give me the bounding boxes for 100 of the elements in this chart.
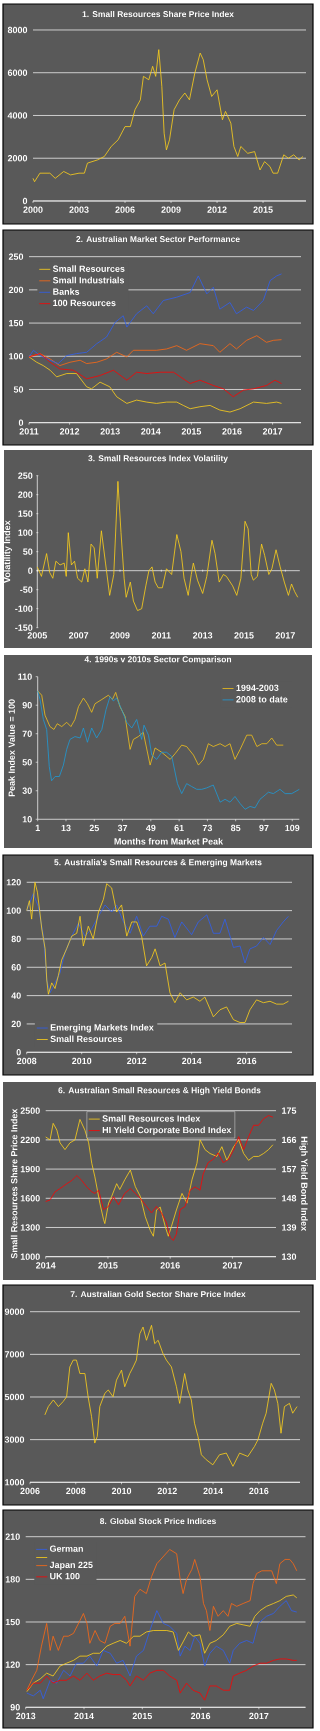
y-tick-label: 1000	[5, 1479, 25, 1486]
y-tick-label: 200	[18, 491, 33, 498]
line-series	[26, 1658, 298, 1701]
y-tick-label: 120	[5, 1661, 20, 1668]
y-tick-label: 250	[18, 472, 33, 479]
y-tick-label: 6000	[7, 69, 28, 76]
x-tick-label: 2014	[141, 428, 161, 435]
y-tick-label: 200	[8, 286, 24, 294]
x-tick-label: 2008	[66, 1487, 86, 1495]
x-tick-label: 2003	[69, 206, 89, 213]
x-tick-label: 2010	[111, 1487, 132, 1495]
y-tick-label: 80	[11, 935, 21, 943]
x-tick-label: 2016	[249, 1487, 269, 1495]
chart-title: 7. Australian Gold Sector Share Price Index	[70, 1290, 246, 1298]
y2-tick-label: 157	[282, 1165, 297, 1173]
x-tick-label: 2013	[193, 632, 213, 639]
x-tick-label: 25	[89, 824, 99, 832]
legend-label: German	[49, 1545, 83, 1552]
x-tick-label: 13	[61, 824, 71, 832]
legend-label: Small Resources	[52, 265, 125, 272]
y-tick-label: 100	[18, 529, 33, 536]
x-tick-label: 2006	[20, 1487, 40, 1495]
y-tick-label: 150	[18, 510, 33, 517]
y-tick-label: 50	[13, 386, 24, 393]
y-tick-label: 40	[11, 992, 21, 999]
chart-title: 6. Australian Small Resources & High Yield Bonds	[58, 1087, 261, 1095]
x-tick-label: 2016	[222, 428, 242, 435]
line-series	[28, 353, 282, 398]
x-tick-label: 2014	[203, 1487, 223, 1495]
y-tick-label: 2000	[7, 155, 28, 162]
y-tick-label: 20	[11, 1020, 21, 1028]
x-tick-label: 1	[35, 824, 40, 831]
y-tick-label: 10	[22, 816, 32, 823]
x-tick-label: 2011	[19, 428, 39, 435]
legend-label: Japan 225	[49, 1561, 93, 1570]
x-tick-label: 2008	[17, 1057, 37, 1065]
x-tick-label: 2017	[275, 632, 295, 639]
y2-axis-title: High Yield Bond Index	[299, 1136, 308, 1232]
x-tick-label: 73	[202, 824, 213, 832]
y-axis-title: Small Resources Share Price Index	[10, 1108, 18, 1259]
y2-tick-label: 139	[282, 1224, 297, 1231]
x-tick-label: 2015	[181, 428, 202, 435]
x-tick-label: 49	[145, 824, 156, 832]
line-series	[26, 881, 289, 1023]
x-tick-label: 2016	[236, 1057, 257, 1065]
legend-label: HI Yield Corporate Bond Index	[102, 1126, 232, 1135]
x-tick-label: 85	[230, 824, 241, 832]
y-tick-label: 50	[23, 548, 33, 555]
x-tick-label: 2009	[161, 206, 181, 213]
x-tick-label: 37	[117, 824, 128, 832]
legend-label: Small Industrials	[52, 276, 125, 284]
x-tick-label: 2014	[182, 1057, 202, 1065]
y2-tick-label: 175	[282, 1107, 297, 1114]
y-tick-label: 0	[18, 419, 24, 426]
y-tick-label: 120	[6, 879, 21, 886]
legend-label: Banks	[53, 288, 80, 295]
y-tick-label: 50	[22, 759, 32, 766]
y-tick-label: 30	[22, 787, 32, 794]
y2-tick-label: 148	[282, 1195, 297, 1202]
line-series	[28, 356, 282, 413]
x-tick-label: 2016	[190, 1712, 211, 1720]
x-tick-label: 2017	[262, 428, 283, 435]
y-tick-label: 90	[10, 1704, 20, 1711]
legend-label: 1994-2003	[236, 684, 279, 691]
y-tick-label: 110	[18, 673, 32, 680]
legend-label: Small Resources Index	[102, 1115, 201, 1122]
legend-label: 100 Resources	[53, 299, 116, 307]
y2-tick-label: 130	[282, 1253, 297, 1260]
y-tick-label: 2200	[20, 1136, 40, 1144]
x-tick-label: 2012	[127, 1057, 147, 1065]
chart-title: 5. Australia's Small Resources & Emerging Markets	[54, 859, 262, 867]
y-tick-label: 2500	[20, 1107, 40, 1114]
line-series	[44, 1324, 298, 1467]
x-tick-label: 2014	[74, 1712, 94, 1720]
y-tick-label: 7000	[4, 1351, 25, 1358]
x-tick-label: 2017	[249, 1712, 269, 1720]
line-series	[28, 273, 282, 364]
x-tick-label: 2015	[98, 1262, 118, 1269]
x-tick-label: 2010	[72, 1057, 92, 1065]
y-tick-label: 90	[22, 702, 32, 709]
chart-title: 4. 1990s v 2010s Sector Comparison	[84, 656, 232, 664]
y-tick-label: 0	[16, 1049, 21, 1056]
y-tick-label: 180	[5, 1576, 20, 1583]
y-tick-label: 150	[9, 319, 24, 327]
x-tick-label: 2012	[59, 428, 80, 435]
chart-title: 1. Small Resources Share Price Index	[82, 10, 234, 18]
y-tick-label: 210	[5, 1533, 20, 1540]
x-tick-label: 2014	[36, 1262, 56, 1269]
x-tick-label: 97	[259, 824, 269, 832]
line-series	[36, 480, 299, 611]
legend-label: 2008 to date	[236, 695, 288, 703]
x-tick-label: 2015	[132, 1712, 152, 1720]
y-tick-label: 250	[8, 253, 24, 260]
line-series	[32, 49, 304, 183]
y-tick-label: 150	[5, 1618, 20, 1626]
y-tick-label: 100	[9, 353, 24, 360]
x-tick-label: 2012	[207, 206, 227, 213]
line-series	[26, 893, 289, 994]
chart-title: 8. Global Stock Price Indices	[99, 1517, 216, 1525]
x-tick-label: 109	[285, 824, 300, 832]
